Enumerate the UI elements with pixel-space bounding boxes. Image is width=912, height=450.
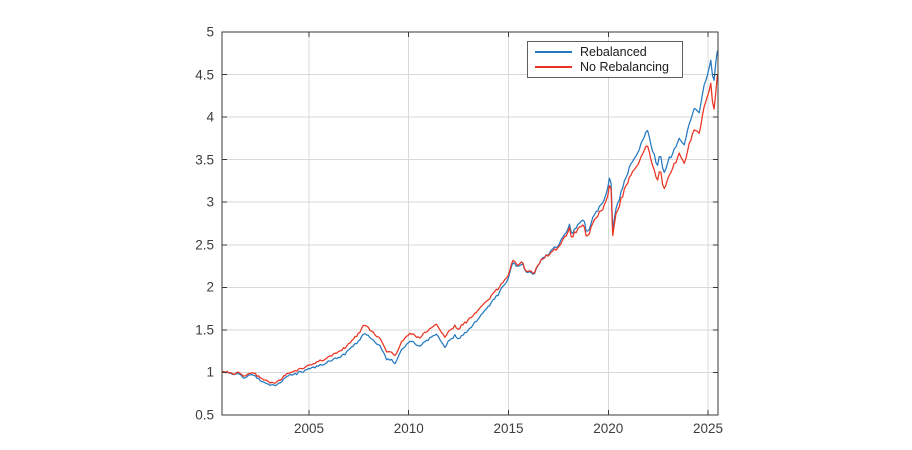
legend-label-rebalanced: Rebalanced xyxy=(580,45,647,59)
legend: Rebalanced No Rebalancing xyxy=(527,41,683,78)
series-no-rebalancing-line xyxy=(222,74,718,384)
legend-item-rebalanced: Rebalanced xyxy=(528,45,682,60)
x-axis-tick-label: 2015 xyxy=(493,421,524,436)
rebalanced-line-swatch xyxy=(535,51,572,54)
tick-marks xyxy=(222,31,718,416)
x-axis-tick-label: 2020 xyxy=(593,421,624,436)
x-axis-tick-label: 2010 xyxy=(393,421,424,436)
axis-box xyxy=(221,31,719,416)
y-axis-tick-label: 4.5 xyxy=(195,66,214,82)
y-axis-tick-label: 4 xyxy=(206,109,214,125)
legend-label-no-rebalancing: No Rebalancing xyxy=(580,59,669,74)
x-axis-tick-label: 2005 xyxy=(293,421,325,436)
gridlines xyxy=(222,32,718,415)
y-axis-tick-label: 3.5 xyxy=(195,151,214,167)
y-axis-tick-label: 2 xyxy=(206,279,214,295)
y-axis-tick-label: 3 xyxy=(206,194,214,210)
series-lines xyxy=(222,50,718,387)
y-axis-tick-label: 1 xyxy=(206,364,214,380)
y-axis-tick-label: 1.5 xyxy=(195,322,214,338)
y-axis-tick-label: 2.5 xyxy=(195,237,214,253)
no-rebalancing-line-swatch xyxy=(535,65,572,68)
x-axis-tick-label: 2025 xyxy=(692,421,724,436)
legend-item-no-rebalancing: No Rebalancing xyxy=(528,60,682,75)
y-axis-tick-label: 0.5 xyxy=(195,407,214,423)
y-axis-tick-label: 5 xyxy=(206,24,214,40)
series-rebalanced-line xyxy=(222,50,718,387)
